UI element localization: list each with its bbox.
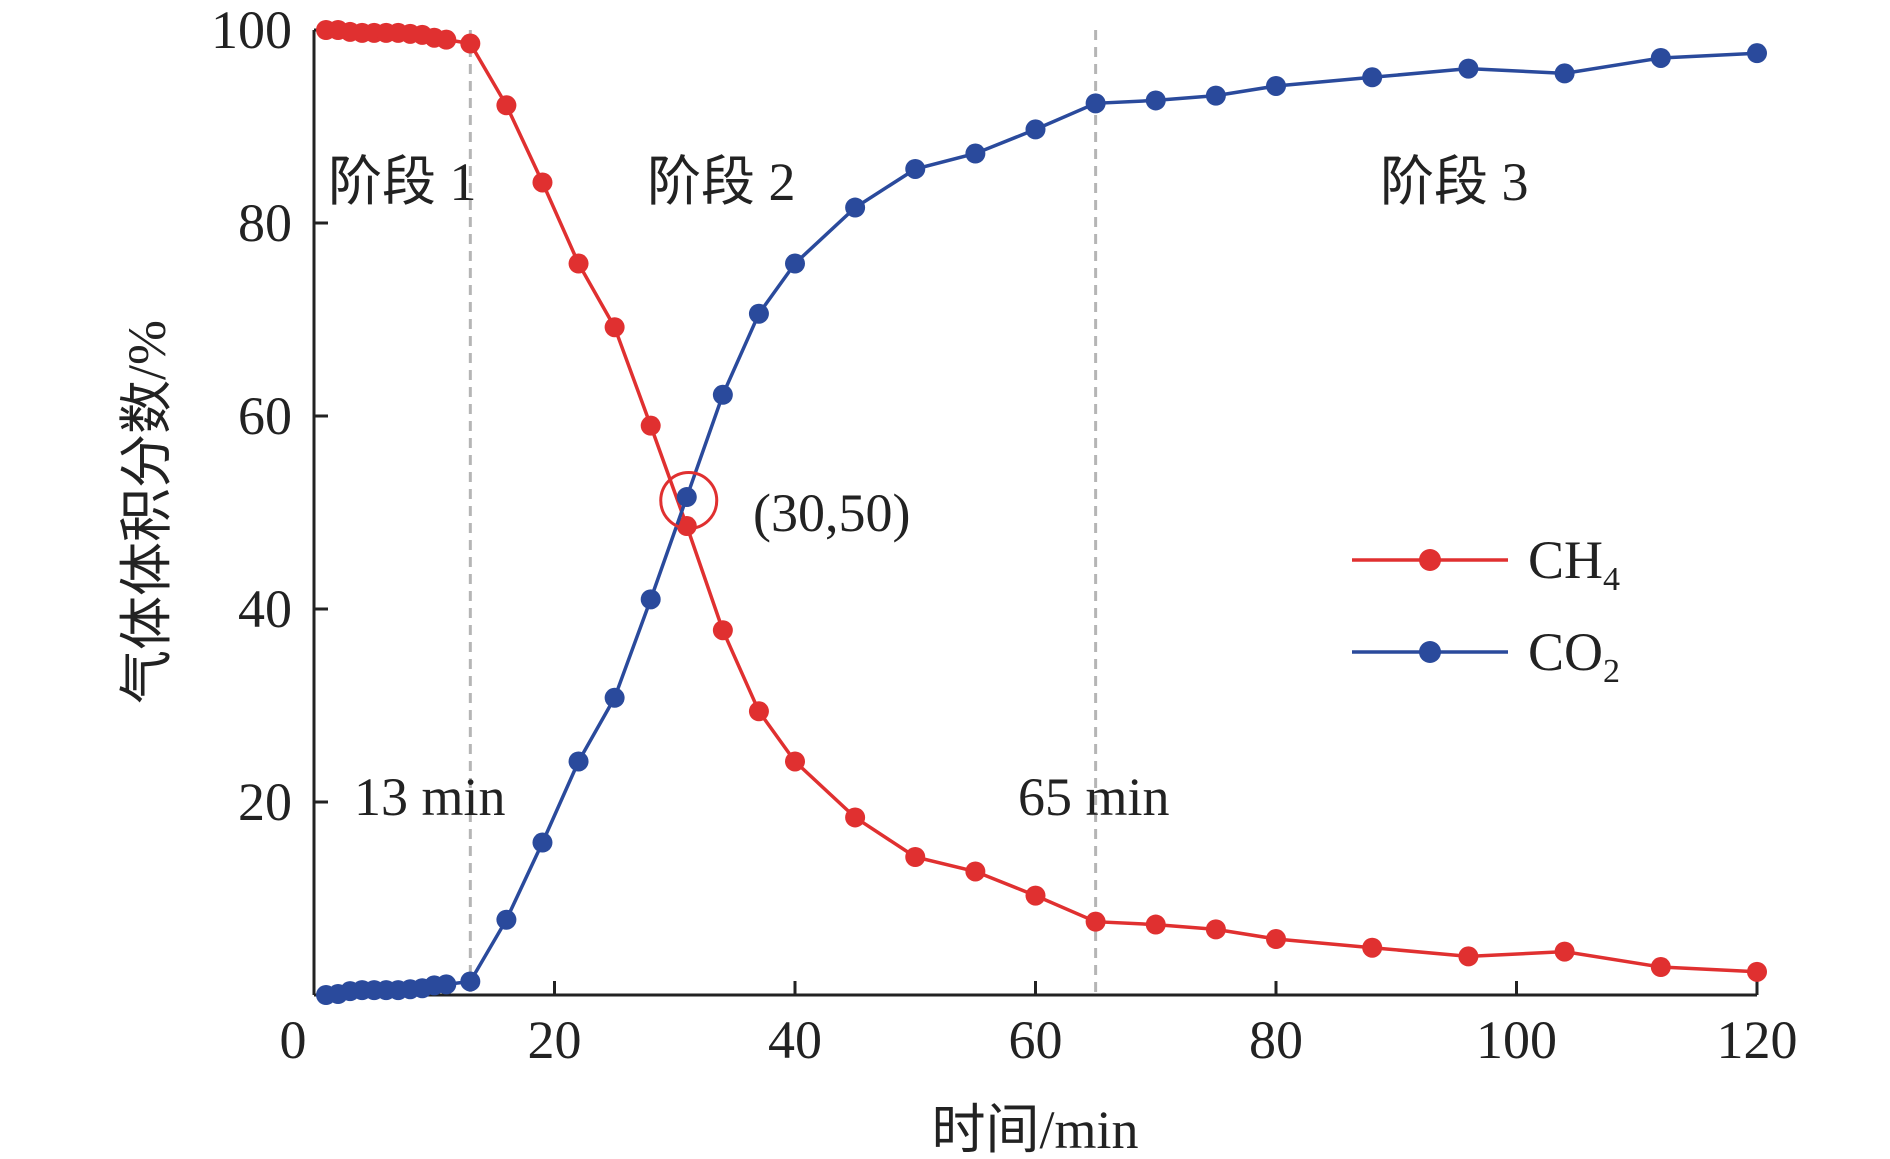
y-axis-title: 气体体积分数/%: [117, 320, 177, 704]
x-tick-label: 100: [1476, 1010, 1557, 1070]
ch4-data-point: [460, 33, 481, 54]
y-tick-label: 80: [238, 193, 292, 253]
y-tick-label: 40: [238, 579, 292, 639]
co2-data-point: [785, 253, 805, 274]
ch4-data-point: [1650, 957, 1671, 978]
co2-data-point: [965, 143, 986, 164]
ch4-data-point: [604, 317, 625, 338]
ch4-data-point: [1362, 937, 1383, 958]
x-tick-label: 60: [1009, 1010, 1063, 1070]
x-axis-title: 时间/min: [931, 1100, 1138, 1154]
legend-ch4-marker: [1419, 549, 1441, 571]
legend-co2-marker: [1419, 641, 1441, 663]
co2-data-point: [676, 487, 697, 508]
stage-3-label: 阶段 3: [1380, 152, 1529, 212]
series-layer: [316, 20, 1767, 1005]
co2-data-point: [1362, 67, 1383, 88]
annotations: 阶段 1 阶段 2 阶段 3 13 min 65 min (30,50): [328, 152, 1529, 827]
co2-series-line: [325, 51, 1758, 997]
vline-layer: [468, 30, 1098, 995]
x-tick-label: 40: [768, 1010, 822, 1070]
vline-label-13min: 13 min: [354, 767, 506, 827]
vline-label-65min: 65 min: [1018, 767, 1170, 827]
ch4-data-point: [496, 95, 517, 116]
legend-co2-label-subscript: 2: [1603, 653, 1620, 690]
ch4-data-point: [436, 29, 457, 50]
ch4-data-point: [905, 847, 926, 868]
ch4-data-point: [845, 807, 866, 828]
co2-data-point: [568, 751, 589, 772]
ch4-data-point: [1458, 946, 1479, 967]
ch4-data-point: [965, 861, 986, 882]
legend-co2-label-main: CO: [1528, 622, 1603, 682]
co2-data-point: [460, 971, 481, 992]
y-tick-label: 20: [238, 772, 292, 832]
legend-ch4-label-main: CH: [1528, 530, 1603, 590]
y-tick-label: 60: [238, 386, 292, 446]
ch4-series-line: [326, 28, 1758, 974]
ch4-data-point: [1085, 911, 1106, 932]
ch4-data-point: [1145, 914, 1166, 935]
co2-data-point: [1650, 47, 1671, 68]
ch4-data-point: [532, 172, 553, 193]
ch4-data-point: [568, 253, 589, 274]
x-tick-label: 120: [1717, 1010, 1798, 1070]
co2-data-point: [532, 832, 553, 853]
legend-co2-label: CO2: [1528, 622, 1620, 690]
intersection-label: (30,50): [753, 483, 910, 543]
ch4-data-point: [640, 415, 661, 436]
co2-data-point: [1747, 43, 1767, 64]
legend-ch4-label: CH4: [1528, 530, 1620, 598]
co2-data-point: [748, 303, 769, 324]
co2-data-point: [496, 909, 517, 930]
ch4-data-point: [785, 751, 805, 772]
origin-label: 0: [280, 1010, 307, 1070]
co2-data-point: [1266, 75, 1286, 96]
stage-1-label: 阶段 1: [328, 152, 477, 212]
co2-data-point: [640, 589, 661, 610]
co2-data-point: [1458, 58, 1479, 79]
ch4-data-point: [1747, 961, 1767, 982]
ch4-data-point: [1205, 919, 1226, 940]
axes: [312, 30, 1757, 997]
stage-2-label: 阶段 2: [647, 152, 796, 212]
co2-data-point: [845, 197, 866, 218]
intersection-marker-circle: [659, 471, 719, 530]
co2-data-point: [712, 384, 733, 405]
co2-data-point: [905, 158, 926, 179]
legend-ch4-label-subscript: 4: [1603, 561, 1620, 598]
co2-data-point: [1205, 85, 1226, 106]
co2-data-point: [1145, 90, 1166, 111]
ch4-data-point: [1266, 929, 1286, 950]
x-tick-label: 80: [1249, 1010, 1303, 1070]
ch4-data-point: [676, 516, 697, 537]
ch4-data-point: [712, 620, 733, 641]
y-tick-label: 100: [211, 0, 292, 60]
ch4-data-point: [1554, 941, 1575, 962]
co2-data-point: [436, 974, 457, 995]
ch4-data-point: [748, 701, 769, 722]
co2-data-point: [1554, 63, 1575, 84]
co2-data-point: [1025, 119, 1046, 140]
co2-data-point: [604, 687, 625, 708]
ch4-data-point: [1025, 885, 1046, 906]
co2-data-point: [1085, 93, 1106, 114]
x-tick-label: 20: [528, 1010, 582, 1070]
